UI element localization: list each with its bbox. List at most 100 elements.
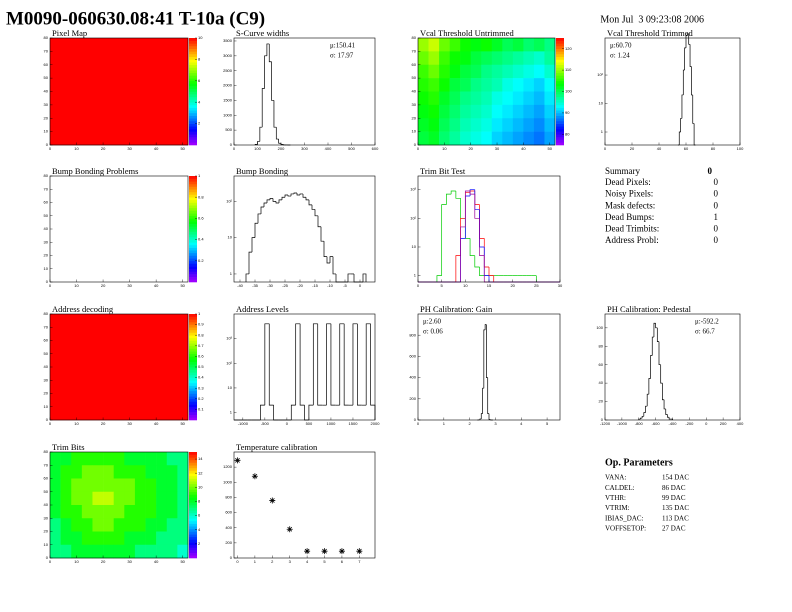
- y-tick-label: 100: [596, 325, 603, 330]
- palette-tick-label: 1: [198, 173, 201, 178]
- heatmap-cell: [502, 64, 514, 79]
- heatmap-cell: [92, 465, 104, 479]
- palette-step: [189, 67, 197, 71]
- heatmap-cell: [60, 505, 72, 519]
- palette-step: [189, 489, 197, 493]
- palette-step: [189, 382, 197, 386]
- parameter-name: VTHR:: [605, 494, 626, 502]
- heatmap-cell: [50, 452, 61, 466]
- heatmap-cell: [428, 131, 440, 146]
- palette-step: [189, 197, 197, 201]
- heatmap-cell: [166, 478, 178, 493]
- palette-step: [556, 128, 564, 132]
- y-tick-label: 70: [44, 462, 49, 467]
- panel-title: PH Calibration: Gain: [420, 304, 493, 314]
- y-tick-label: 10: [44, 542, 49, 547]
- heatmap-cell: [166, 531, 178, 546]
- y-tick-label: 600: [225, 510, 232, 515]
- heatmap-cell: [470, 38, 482, 52]
- histogram-bin: [299, 193, 303, 195]
- y-tick-label: 80: [44, 173, 49, 178]
- x-tick-label: 2000: [371, 421, 381, 426]
- palette-step: [189, 215, 197, 219]
- star-marker: [251, 473, 258, 480]
- heatmap-cell: [439, 91, 450, 106]
- parameter-value: 135 DAC: [662, 504, 689, 512]
- heatmap-cell: [449, 38, 461, 52]
- histogram-bin: [261, 88, 265, 128]
- x-tick-label: 10: [74, 421, 79, 426]
- histogram-bin: [655, 323, 658, 329]
- y-tick-label: 0: [230, 555, 233, 560]
- palette-step: [189, 547, 197, 551]
- heatmap-cell: [512, 64, 524, 79]
- heatmap-cell: [502, 38, 514, 52]
- palette-tick-label: 4: [198, 99, 201, 104]
- palette-step: [189, 327, 197, 331]
- heatmap-cell: [491, 118, 503, 132]
- palette-step: [556, 107, 564, 111]
- histogram-bin: [486, 324, 488, 378]
- star-marker: [338, 548, 345, 555]
- heatmap-cell: [491, 131, 503, 146]
- histogram-bin: [691, 66, 693, 96]
- heatmap-cell: [156, 478, 168, 493]
- heatmap-cell: [156, 505, 168, 519]
- heatmap-cell: [523, 64, 535, 79]
- palette-step: [189, 271, 197, 275]
- palette-step: [189, 205, 197, 209]
- histogram-bin: [450, 190, 456, 195]
- x-tick-label: 100: [254, 146, 261, 151]
- histogram-bin: [658, 341, 661, 366]
- y-tick-label: 1: [601, 129, 604, 134]
- plot-frame: [417, 313, 561, 421]
- palette-step: [189, 353, 197, 357]
- heatmap-cell: [460, 38, 471, 52]
- palette-step: [556, 126, 564, 130]
- heatmap-cell: [103, 465, 114, 479]
- heatmap-cell: [145, 478, 157, 493]
- heatmap-cell: [512, 91, 524, 106]
- palette-tick-label: 110: [565, 67, 572, 72]
- heatmap-cell: [166, 518, 178, 532]
- y-tick-label: 50: [44, 489, 49, 494]
- x-tick-label: 0: [286, 421, 289, 426]
- palette-tick-label: 0.8: [198, 194, 204, 199]
- palette-step: [556, 43, 564, 47]
- histogram-bin: [645, 405, 648, 413]
- palette-step: [189, 189, 197, 193]
- heatmap-cell: [113, 544, 125, 559]
- palette-step: [189, 94, 197, 98]
- x-tick-label: 30: [495, 146, 500, 151]
- heatmap-cell: [544, 64, 556, 79]
- palette-step: [556, 136, 564, 140]
- heatmap-cell: [50, 478, 61, 493]
- heatmap-cell: [418, 118, 429, 132]
- palette-tick-label: 8: [198, 499, 201, 504]
- palette-step: [189, 239, 197, 243]
- parameter-value: 154 DAC: [662, 474, 689, 482]
- y-tick-label: 600: [409, 353, 416, 358]
- palette-tick-label: 0.5: [198, 364, 204, 369]
- heatmap-cell: [449, 64, 461, 79]
- histogram-bin: [268, 43, 272, 63]
- palette-step: [189, 462, 197, 466]
- palette-tick-label: 0.6: [198, 353, 204, 358]
- palette-step: [189, 364, 197, 368]
- histogram-bin: [488, 413, 491, 420]
- histogram-bin: [474, 194, 480, 219]
- parameter-name: IBIAS_DAC:: [605, 514, 644, 522]
- palette-step: [556, 115, 564, 119]
- heatmap-cell: [523, 38, 535, 52]
- x-tick-label: -10: [327, 283, 334, 288]
- palette-step: [189, 72, 197, 76]
- palette-step: [556, 75, 564, 79]
- x-tick-label: 400: [737, 421, 744, 426]
- palette-step: [189, 104, 197, 108]
- heatmap-cell: [512, 51, 524, 66]
- palette-step: [189, 194, 197, 198]
- x-tick-label: -20: [297, 283, 304, 288]
- histogram-bin: [641, 415, 644, 419]
- heatmap-cell: [113, 505, 125, 519]
